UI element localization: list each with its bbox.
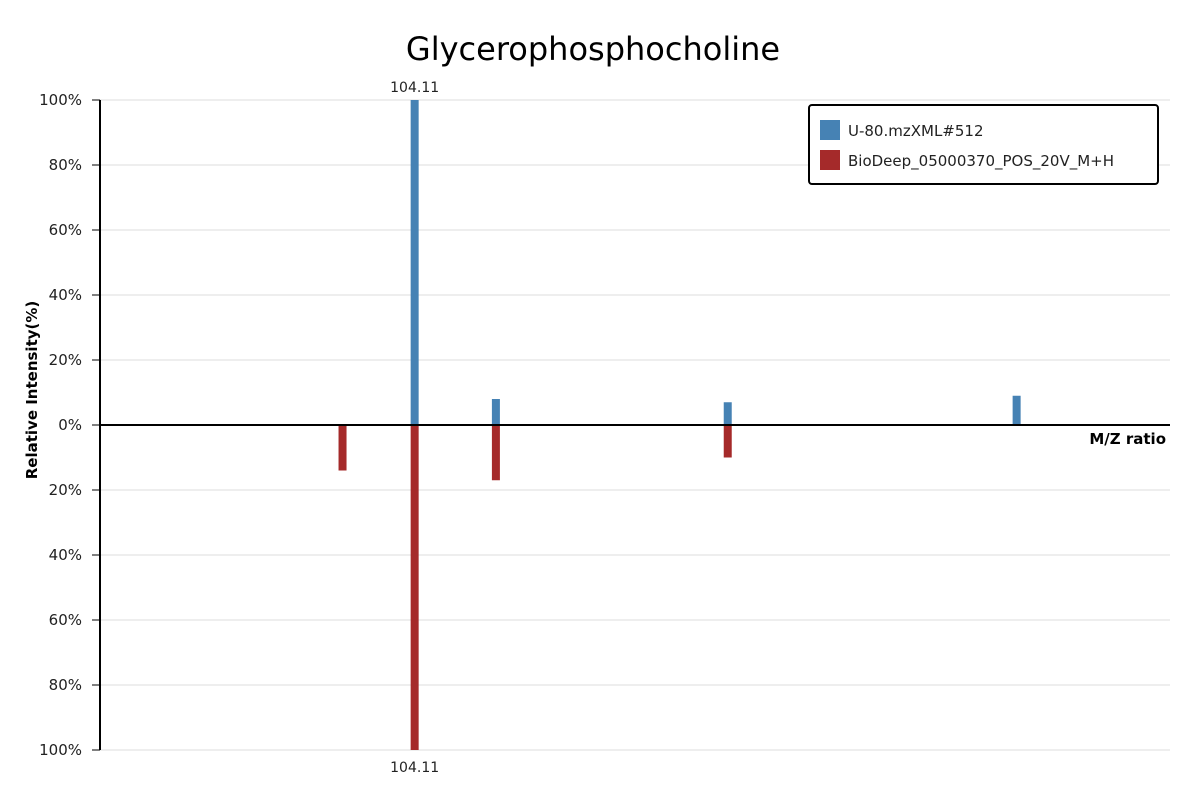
peak-labels: 104.11 104.11 bbox=[390, 80, 439, 776]
y-tick-label: 20% bbox=[49, 481, 82, 499]
sample-peak-bar bbox=[723, 402, 732, 425]
sample-peak-bar bbox=[491, 399, 500, 425]
y-tick-label: 80% bbox=[49, 676, 82, 694]
legend-swatch-biodeep bbox=[820, 150, 840, 170]
y-axis-label: Relative Intensity(%) bbox=[23, 301, 41, 480]
y-tick-label: 0% bbox=[58, 416, 82, 434]
x-axis-label: M/Z ratio bbox=[1089, 430, 1166, 448]
reference-peak-bar bbox=[491, 425, 500, 481]
y-tick-label: 100% bbox=[39, 91, 82, 109]
y-tick-labels: 100% 80% 60% 40% 20% 0% 20% 40% 60% 80% 100% bbox=[39, 91, 82, 759]
reference-peak-bar bbox=[723, 425, 732, 458]
legend-swatch-u80 bbox=[820, 120, 840, 140]
y-tick-label: 40% bbox=[49, 546, 82, 564]
reference-peak-bar bbox=[410, 425, 419, 750]
reference-peak-bar bbox=[338, 425, 347, 471]
peak-bars bbox=[338, 100, 1021, 750]
y-tick-label: 80% bbox=[49, 156, 82, 174]
sample-peak-bar bbox=[1012, 395, 1021, 425]
y-tick-label: 20% bbox=[49, 351, 82, 369]
legend-box bbox=[808, 104, 1159, 185]
y-tick-label: 40% bbox=[49, 286, 82, 304]
sample-peak-bar bbox=[410, 100, 419, 425]
chart-title: Glycerophosphocholine bbox=[406, 30, 780, 68]
peak-label: 104.11 bbox=[390, 80, 439, 96]
peak-label: 104.11 bbox=[390, 760, 439, 776]
legend: U-80.mzXML#512 BioDeep_05000370_POS_20V_… bbox=[808, 104, 1159, 185]
axes bbox=[92, 99, 1170, 751]
y-tick-label: 100% bbox=[39, 741, 82, 759]
y-tick-label: 60% bbox=[49, 611, 82, 629]
legend-label-biodeep: BioDeep_05000370_POS_20V_M+H bbox=[848, 152, 1114, 171]
y-tick-label: 60% bbox=[49, 221, 82, 239]
legend-label-u80: U-80.mzXML#512 bbox=[848, 122, 984, 140]
